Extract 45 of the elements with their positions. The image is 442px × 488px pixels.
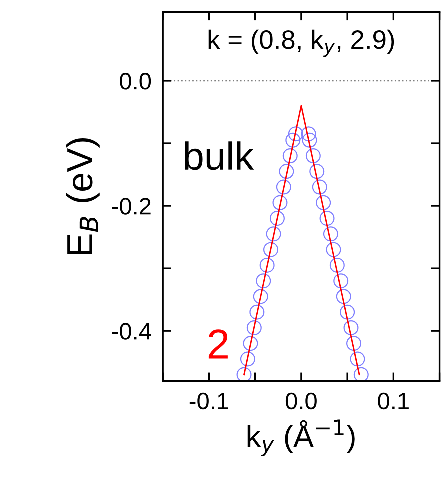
point — [302, 132, 318, 148]
x-axis-title: k$_{y}$ (Å$^{−1}$) — [248, 420, 355, 457]
annotation: 2 — [208, 330, 228, 359]
point — [286, 132, 301, 148]
y-tick-label: 0.0 — [120, 73, 152, 90]
point — [256, 274, 272, 289]
point — [330, 258, 345, 273]
point — [323, 226, 338, 242]
point — [344, 320, 359, 336]
point — [266, 226, 282, 242]
point — [326, 242, 342, 258]
point — [243, 336, 258, 352]
point — [264, 242, 279, 258]
point — [336, 289, 352, 304]
point — [272, 195, 288, 210]
point — [301, 126, 316, 142]
point — [240, 352, 256, 367]
point — [260, 258, 275, 273]
point — [340, 304, 356, 320]
point — [310, 164, 325, 180]
point — [270, 211, 285, 226]
point — [236, 367, 252, 382]
annotation: bulk — [185, 142, 254, 170]
point — [246, 320, 262, 336]
point — [250, 304, 265, 320]
point — [306, 148, 321, 164]
point — [316, 195, 332, 210]
annotation: k = (0.8, k$_{y}$, 2.9) — [208, 30, 394, 58]
x-tick-label: -0.1 — [190, 392, 228, 410]
point — [276, 180, 292, 195]
point — [350, 352, 366, 367]
point — [253, 289, 268, 304]
y-axis-title: E$_{B}$ (eV) — [66, 138, 100, 254]
point — [334, 274, 349, 289]
point — [354, 367, 369, 382]
point — [312, 180, 328, 195]
point — [279, 164, 294, 180]
point — [282, 148, 298, 164]
x-tick-label: 0.0 — [286, 392, 317, 410]
y-tick-label: -0.4 — [112, 323, 152, 340]
y-tick-label: -0.2 — [112, 198, 151, 215]
x-tick-label: 0.1 — [378, 392, 409, 410]
point — [320, 211, 335, 226]
point — [288, 126, 304, 142]
point — [346, 336, 362, 352]
